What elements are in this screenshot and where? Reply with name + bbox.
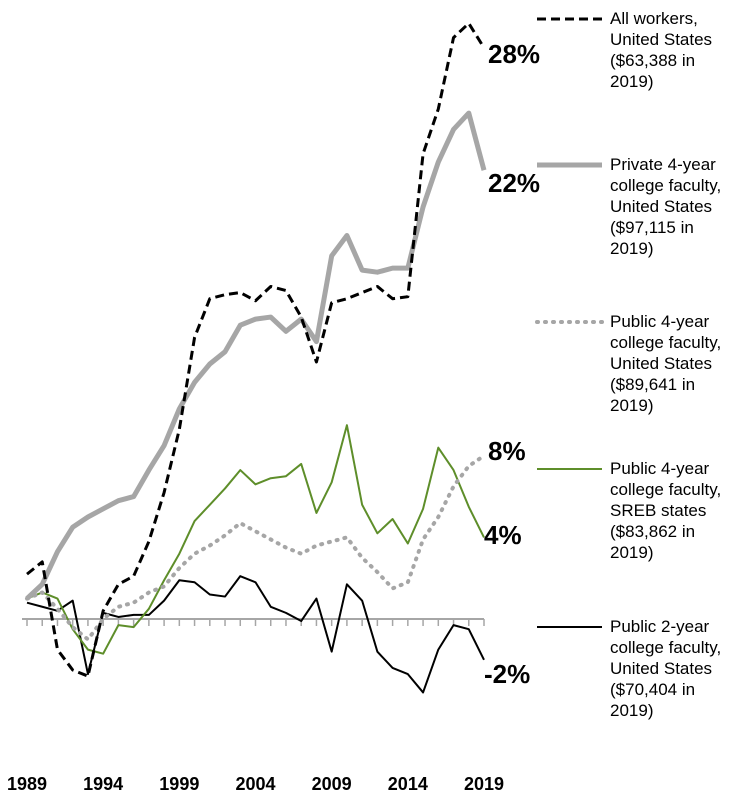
x-tick-labels: 1989 1994 1999 2004 2009 2014 2019 — [7, 774, 504, 794]
series-end-label: 8% — [488, 436, 526, 466]
series-line — [25, 453, 486, 642]
legend-entry: Private 4-year college faculty, United S… — [610, 155, 722, 258]
legend-entry: Public 4-year college faculty, United St… — [610, 312, 722, 415]
x-tick-label: 2004 — [235, 774, 275, 794]
x-tick-label: 2014 — [388, 774, 428, 794]
end-labels: 28% 22% 8% 4% -2% — [484, 39, 540, 689]
x-tick-label: 2009 — [312, 774, 352, 794]
series-end-label: 22% — [488, 168, 540, 198]
x-tick-label: 2019 — [464, 774, 504, 794]
series-line — [25, 110, 487, 601]
series-line — [26, 21, 486, 678]
series-lines — [25, 21, 487, 694]
x-tick-label: 1989 — [7, 774, 47, 794]
legend-entry: All workers, United States ($63,388 in 2… — [610, 9, 713, 91]
x-tick-label: 1999 — [159, 774, 199, 794]
series-line — [26, 575, 485, 694]
x-tick-marks — [26, 619, 485, 626]
x-tick-label: 1994 — [83, 774, 123, 794]
series-end-label: 28% — [488, 39, 540, 69]
legend-entry: Public 2-year college faculty, United St… — [610, 617, 722, 720]
series-line — [26, 424, 485, 655]
series-end-label: -2% — [484, 659, 530, 689]
legend-swatches — [535, 17, 604, 628]
series-end-label: 4% — [484, 520, 522, 550]
legend-entry: Public 4-year college faculty, SREB stat… — [610, 459, 722, 562]
